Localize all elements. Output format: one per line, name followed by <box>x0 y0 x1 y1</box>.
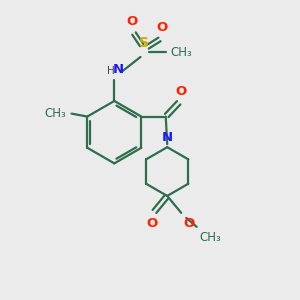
Text: S: S <box>139 36 149 50</box>
Text: O: O <box>146 217 158 230</box>
Text: CH₃: CH₃ <box>200 231 221 244</box>
Text: O: O <box>126 15 137 28</box>
Text: CH₃: CH₃ <box>171 46 193 59</box>
Text: O: O <box>157 21 168 34</box>
Text: CH₃: CH₃ <box>45 107 67 120</box>
Text: N: N <box>162 130 173 144</box>
Text: O: O <box>184 217 195 230</box>
Text: O: O <box>176 85 187 98</box>
Text: H: H <box>107 66 115 76</box>
Text: N: N <box>113 63 124 76</box>
